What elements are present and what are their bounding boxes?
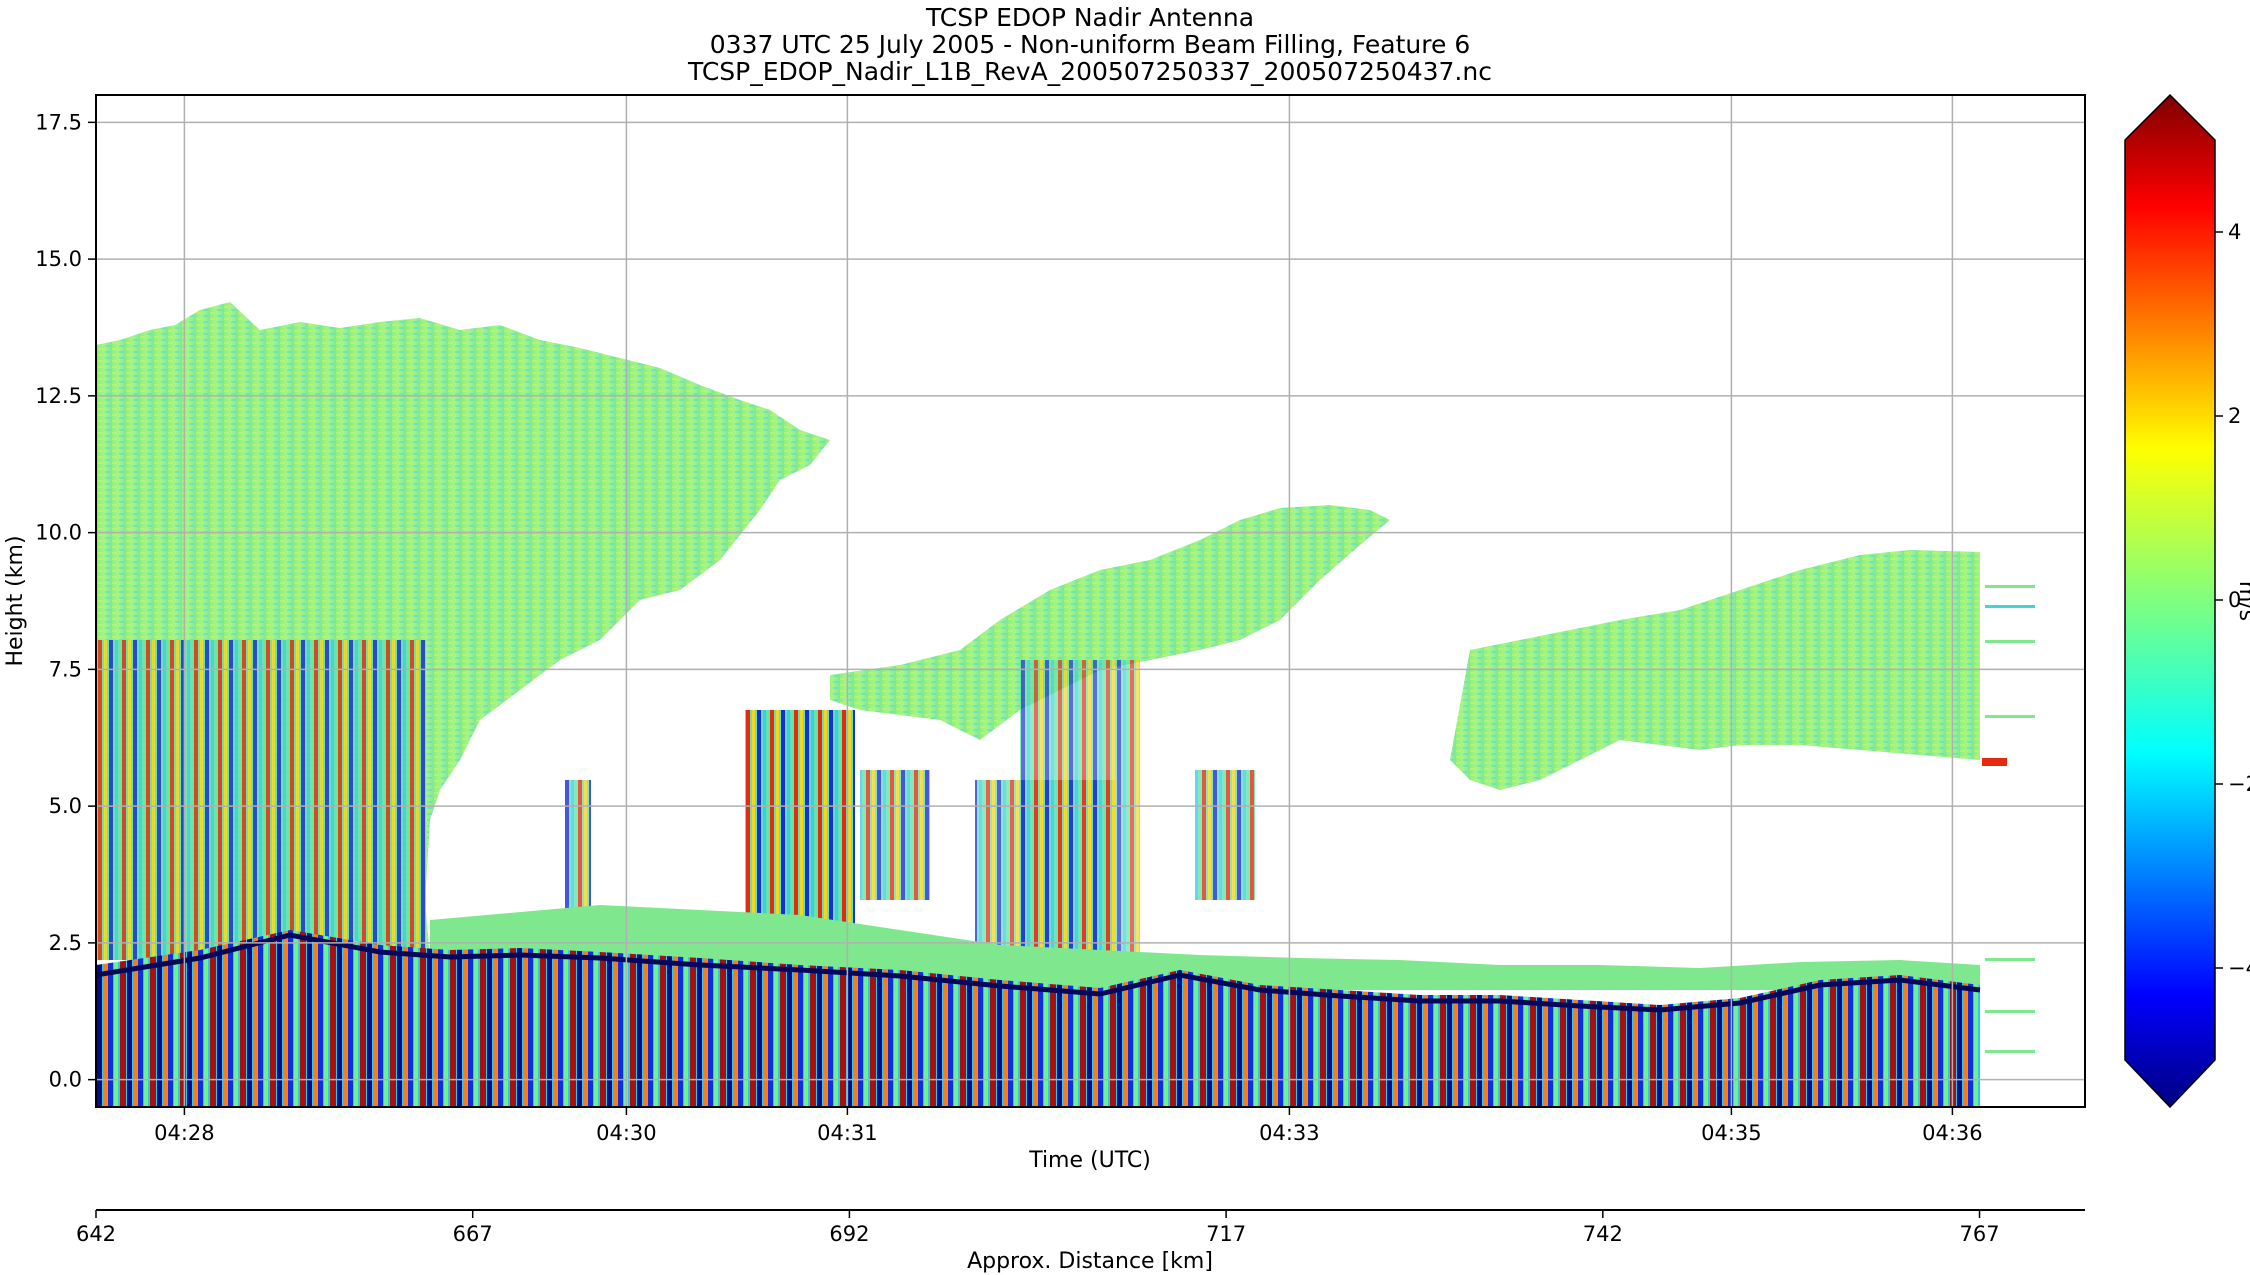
- y-tick-label: 12.5: [35, 384, 82, 408]
- x-axis-label: Time (UTC): [1028, 1148, 1151, 1173]
- plot-area: 04:28 04:30 04:31 04:33 04:35 04:36 0.0 2.5 5.0…: [35, 94, 2086, 1145]
- distance-tick-label: 692: [829, 1222, 869, 1246]
- title-line-2: 0337 UTC 25 July 2005 - Non-uniform Beam…: [710, 30, 1470, 59]
- y-tick-label: 2.5: [49, 931, 82, 955]
- y-tick-label: 0.0: [49, 1068, 82, 1092]
- distance-tick-label: 642: [76, 1222, 116, 1246]
- colorbar-tick-label: 0: [2228, 588, 2241, 612]
- echo-edge-noise: [1982, 585, 2035, 1053]
- y-tick-label: 5.0: [49, 794, 82, 818]
- x-axis-ticks: 04:28 04:30 04:31 04:33 04:35 04:36: [154, 1107, 1983, 1145]
- colorbar: 4 2 0 −2 −4 m/s: [2124, 93, 2250, 1109]
- x-tick-label: 04:33: [1259, 1121, 1320, 1145]
- colorbar-tick-label: −2: [2228, 772, 2250, 796]
- echo-cell-5: [1195, 770, 1255, 900]
- y-axis-ticks: 0.0 2.5 5.0 7.5 10.0 12.5 15.0 17.5: [35, 110, 96, 1092]
- echo-fall-streak: [1020, 660, 1140, 960]
- title-line-3: TCSP_EDOP_Nadir_L1B_RevA_200507250337_20…: [687, 57, 1492, 86]
- echo-rain-anvil: [96, 640, 426, 960]
- distance-axis-ticks: 642 667 692 717 742 767: [76, 1210, 2000, 1246]
- colorbar-body: [2124, 93, 2216, 1109]
- echo-cell-3: [860, 770, 930, 900]
- x-tick-label: 04:31: [817, 1121, 878, 1145]
- colorbar-label: m/s: [2234, 581, 2250, 621]
- distance-tick-label: 767: [1959, 1222, 1999, 1246]
- colorbar-tick-label: 2: [2228, 404, 2241, 428]
- distance-axis-label: Approx. Distance [km]: [967, 1249, 1213, 1274]
- echo-surface: [96, 930, 1980, 1107]
- distance-axis: 642 667 692 717 742 767 Approx. Distance [km]: [76, 1209, 2085, 1274]
- distance-tick-label: 717: [1206, 1222, 1246, 1246]
- y-tick-label: 10.0: [35, 521, 82, 545]
- x-tick-label: 04:28: [154, 1121, 215, 1145]
- x-tick-label: 04:30: [596, 1121, 657, 1145]
- grid: [96, 95, 2085, 1107]
- distance-tick-label: 667: [453, 1222, 493, 1246]
- y-axis-label: Height (km): [3, 535, 28, 666]
- chart-title: TCSP EDOP Nadir Antenna 0337 UTC 25 July…: [687, 3, 1492, 86]
- colorbar-ticks: 4 2 0 −2 −4: [2215, 220, 2250, 980]
- colorbar-tick-label: −4: [2228, 956, 2250, 980]
- title-line-1: TCSP EDOP Nadir Antenna: [925, 3, 1254, 32]
- echo-stratiform-1: [830, 505, 1390, 740]
- echo-cell-1: [565, 780, 591, 910]
- distance-tick-label: 742: [1583, 1222, 1623, 1246]
- plot-frame: [95, 94, 2086, 1108]
- y-tick-label: 7.5: [49, 657, 82, 681]
- colorbar-tick-label: 4: [2228, 220, 2241, 244]
- surface-line: [96, 932, 1981, 1013]
- y-tick-label: 15.0: [35, 247, 82, 271]
- x-tick-label: 04:35: [1701, 1121, 1762, 1145]
- x-tick-label: 04:36: [1922, 1121, 1983, 1145]
- y-tick-label: 17.5: [35, 110, 82, 134]
